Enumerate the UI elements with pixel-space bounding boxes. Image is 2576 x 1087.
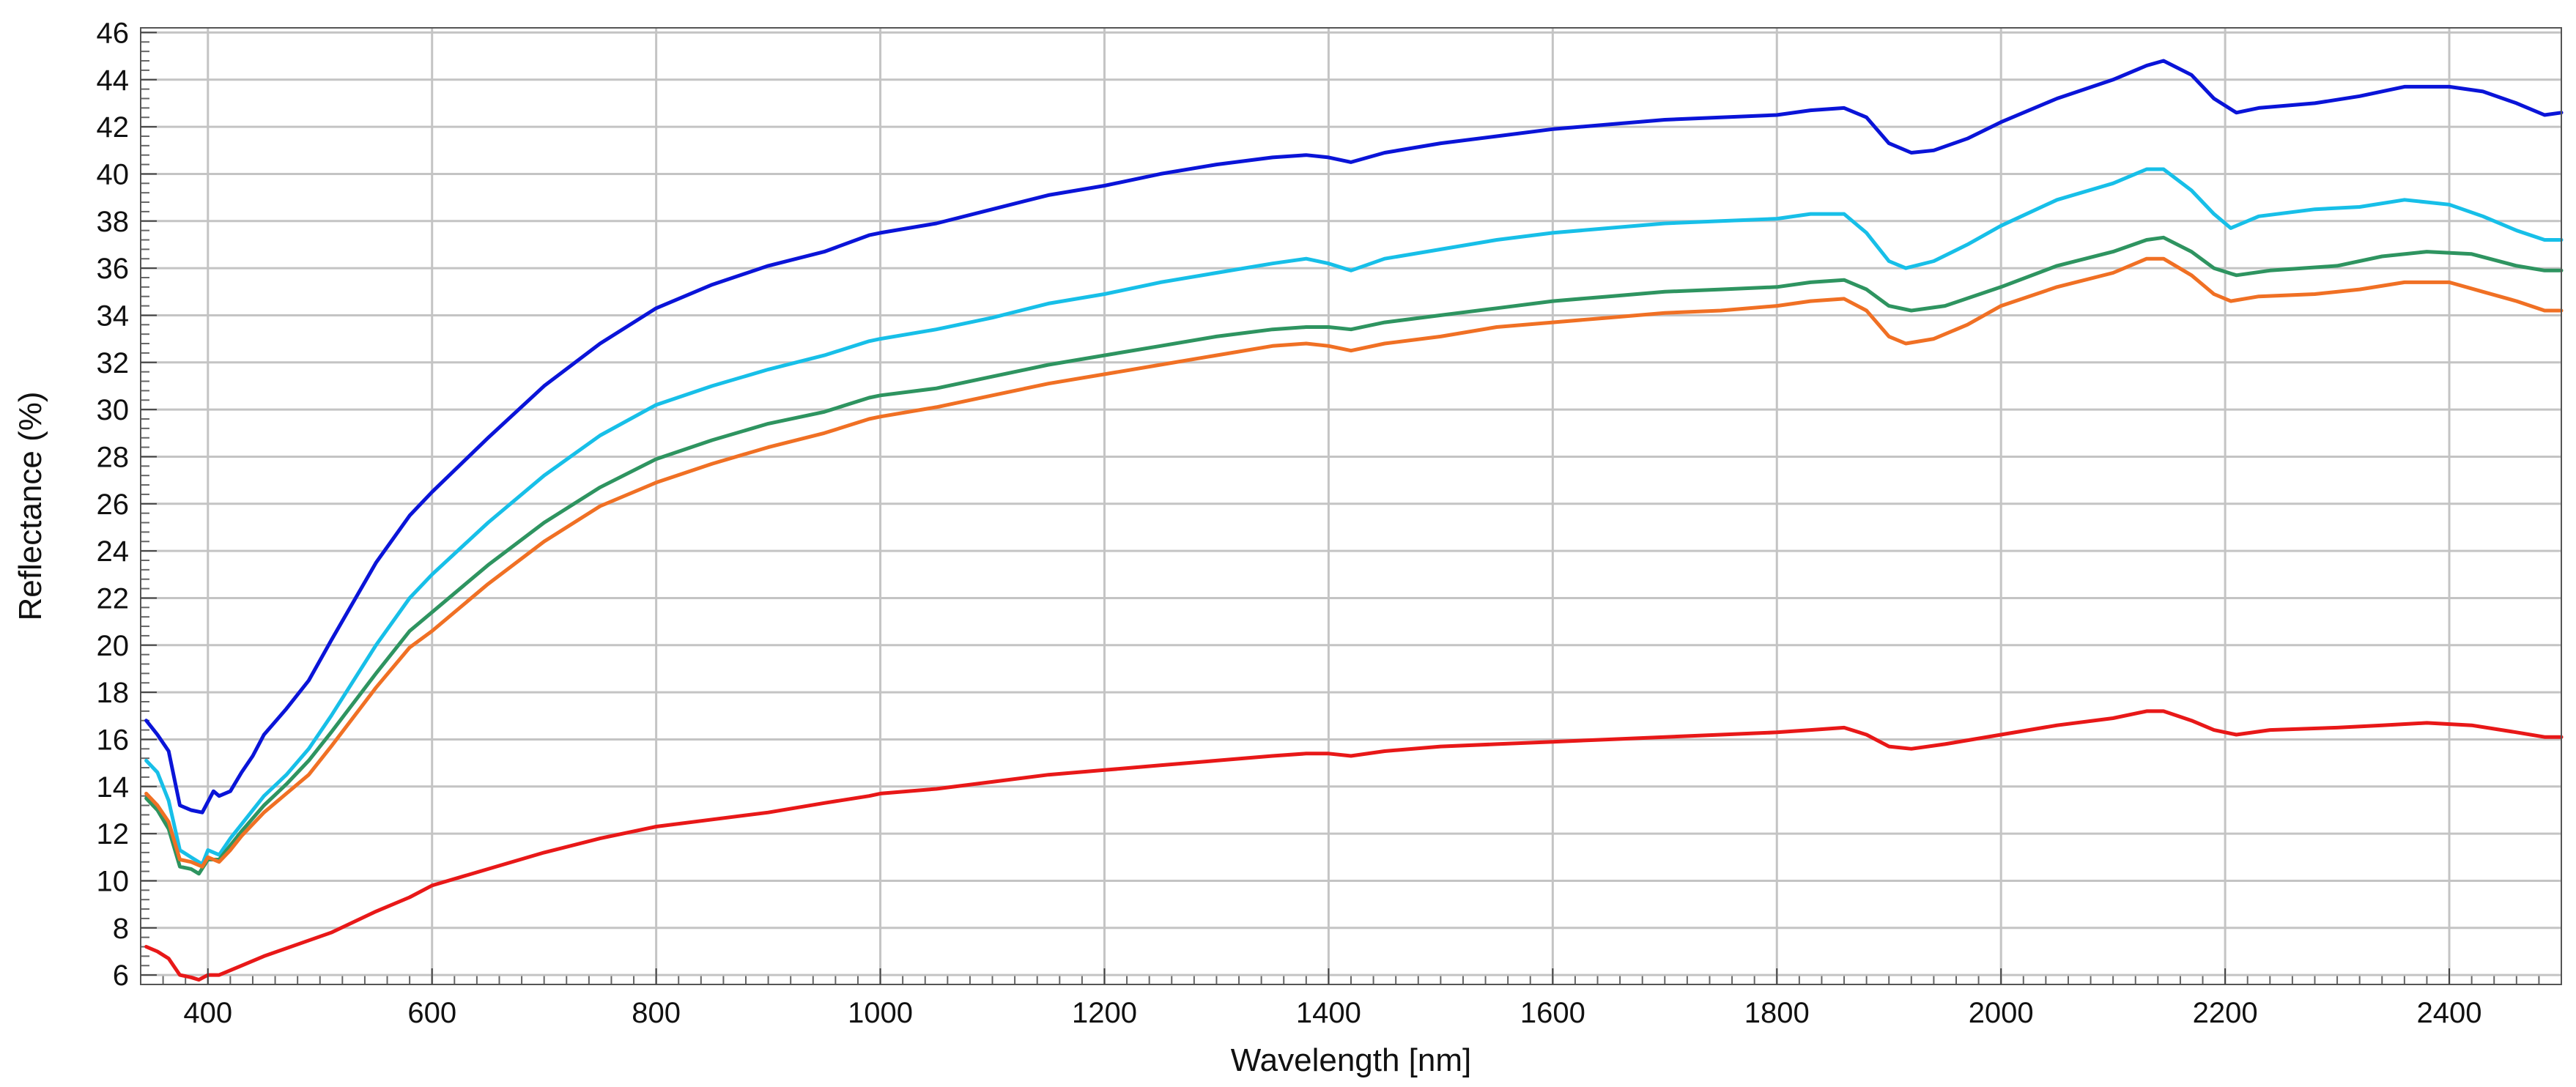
series-line-3 bbox=[144, 235, 2564, 876]
y-tick-label: 20 bbox=[97, 630, 130, 662]
y-tick-label: 14 bbox=[97, 771, 130, 804]
series-line-4 bbox=[144, 256, 2564, 869]
y-tick-label: 38 bbox=[97, 206, 130, 238]
y-tick-label: 18 bbox=[97, 677, 130, 709]
major-grid bbox=[141, 28, 2561, 984]
y-axis-ticks: 6 8 10 12 14 16 18 20 22 24 26 28 30 32 34 36 38 40 42 44 46 bbox=[97, 17, 157, 992]
series-line-1 bbox=[144, 59, 2564, 815]
x-tick-label: 1600 bbox=[1520, 997, 1585, 1029]
y-tick-label: 24 bbox=[97, 535, 130, 568]
x-tick-label: 2000 bbox=[1969, 997, 2034, 1029]
y-tick-label: 10 bbox=[97, 865, 130, 897]
series-line-2 bbox=[144, 167, 2564, 867]
x-tick-label: 1800 bbox=[1744, 997, 1810, 1029]
y-tick-label: 42 bbox=[97, 111, 130, 144]
y-tick-label: 22 bbox=[97, 582, 130, 615]
x-tick-label: 600 bbox=[407, 997, 456, 1029]
y-tick-label: 26 bbox=[97, 489, 130, 521]
x-tick-label: 1200 bbox=[1072, 997, 1137, 1029]
series-line-5 bbox=[144, 709, 2564, 982]
x-tick-label: 2200 bbox=[2193, 997, 2258, 1029]
y-tick-label: 28 bbox=[97, 441, 130, 473]
x-tick-label: 1400 bbox=[1296, 997, 1361, 1029]
y-tick-label: 6 bbox=[113, 960, 129, 992]
y-tick-label: 16 bbox=[97, 724, 130, 756]
x-tick-label: 400 bbox=[183, 997, 232, 1029]
x-tick-label: 1000 bbox=[848, 997, 913, 1029]
y-tick-label: 36 bbox=[97, 253, 130, 285]
y-tick-label: 30 bbox=[97, 394, 130, 426]
y-tick-label: 12 bbox=[97, 818, 130, 850]
y-axis-title: Reflectance (%) bbox=[12, 391, 48, 620]
y-tick-label: 32 bbox=[97, 347, 130, 379]
y-tick-label: 34 bbox=[97, 300, 130, 332]
y-tick-label: 8 bbox=[113, 913, 129, 945]
x-axis-ticks: 400 600 800 1000 1200 1400 1600 1800 2000 2200 240… bbox=[183, 968, 2482, 1029]
series-layer bbox=[144, 59, 2564, 982]
x-tick-label: 800 bbox=[632, 997, 681, 1029]
x-axis-title: Wavelength [nm] bbox=[1231, 1042, 1472, 1078]
y-tick-label: 46 bbox=[97, 17, 130, 49]
plot-frame bbox=[140, 27, 2562, 985]
x-tick-label: 2400 bbox=[2417, 997, 2482, 1029]
y-tick-label: 40 bbox=[97, 158, 130, 190]
y-tick-label: 44 bbox=[97, 64, 130, 97]
